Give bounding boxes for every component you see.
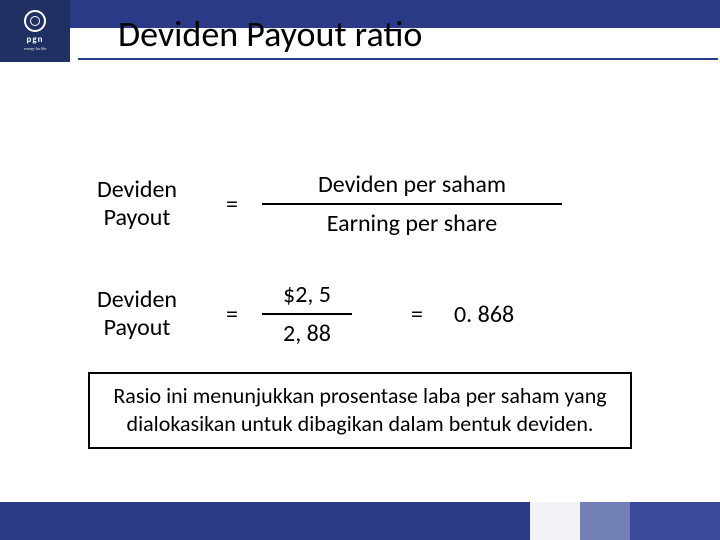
slide-title: Deviden Payout ratio (118, 12, 422, 56)
eq1-lhs-line2: Payout (72, 204, 202, 232)
slide: pgn energy for life Deviden Payout ratio… (0, 0, 720, 540)
eq1-numerator: Deviden per saham (306, 168, 518, 203)
footer-segment-b (580, 502, 630, 540)
explanation-box: Rasio ini menunjukkan prosentase laba pe… (88, 372, 632, 449)
header-rule (78, 58, 718, 60)
footer-segment-a (530, 502, 580, 540)
eq1-lhs-line1: Deviden (72, 176, 202, 204)
eq2-lhs-line2: Payout (72, 314, 202, 342)
eq2-lhs: Deviden Payout (72, 286, 202, 341)
eq1-equals: = (202, 190, 262, 219)
eq2-result-equals: = (392, 300, 442, 329)
eq2-numerator: $2, 5 (262, 278, 352, 313)
footer-segment-c (630, 502, 720, 540)
eq1-fraction: Deviden per saham Earning per share (262, 168, 562, 240)
logo-subtext: energy for life (24, 47, 47, 52)
equation-numeric: Deviden Payout = $2, 5 2, 88 = 0. 868 (72, 278, 514, 350)
eq2-equals: = (202, 300, 262, 329)
eq2-lhs-line1: Deviden (72, 286, 202, 314)
logo-ring-icon (24, 10, 46, 32)
eq2-result-value: 0. 868 (454, 300, 514, 329)
eq1-lhs: Deviden Payout (72, 176, 202, 231)
eq2-denominator: 2, 88 (262, 315, 352, 350)
brand-logo: pgn energy for life (0, 0, 70, 62)
eq2-fraction: $2, 5 2, 88 (262, 278, 352, 350)
logo-text: pgn (27, 34, 44, 45)
footer-segment-left (0, 502, 530, 540)
equation-definition: Deviden Payout = Deviden per saham Earni… (72, 168, 562, 240)
eq1-denominator: Earning per share (315, 205, 509, 240)
footer-bar (0, 502, 720, 540)
